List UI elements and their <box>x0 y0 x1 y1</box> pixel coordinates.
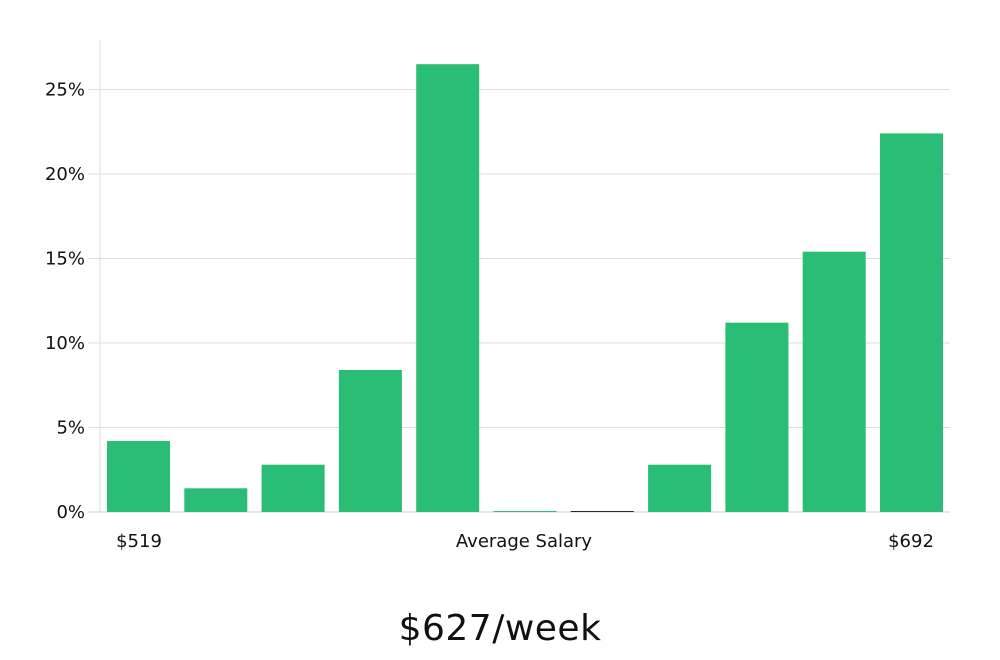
y-tick-label: 0% <box>56 502 85 523</box>
bar <box>416 64 480 512</box>
x-axis-max-label: $692 <box>888 531 934 552</box>
y-tick-label: 10% <box>45 333 85 354</box>
bar <box>107 441 170 512</box>
y-tick-label: 25% <box>45 80 85 101</box>
bar <box>261 464 325 512</box>
bar <box>648 464 712 512</box>
average-salary-value: $627/week <box>398 608 602 649</box>
bar <box>725 322 789 512</box>
salary-histogram: 0% 5% 10% 15% 20% 25% $519 Average Salary $69… <box>45 40 950 552</box>
bar <box>184 488 248 512</box>
y-tick-labels: 0% 5% 10% 15% 20% 25% <box>45 80 85 524</box>
x-axis-title: Average Salary <box>456 531 593 552</box>
bar <box>493 511 557 512</box>
y-tick-label: 5% <box>56 418 85 439</box>
y-tick-label: 15% <box>45 249 85 270</box>
bar-current-salary <box>570 511 634 512</box>
bar <box>880 133 943 512</box>
x-axis-min-label: $519 <box>116 531 162 552</box>
bar <box>802 251 866 512</box>
bars <box>107 64 943 512</box>
y-tick-label: 20% <box>45 164 85 185</box>
bar <box>338 370 402 512</box>
